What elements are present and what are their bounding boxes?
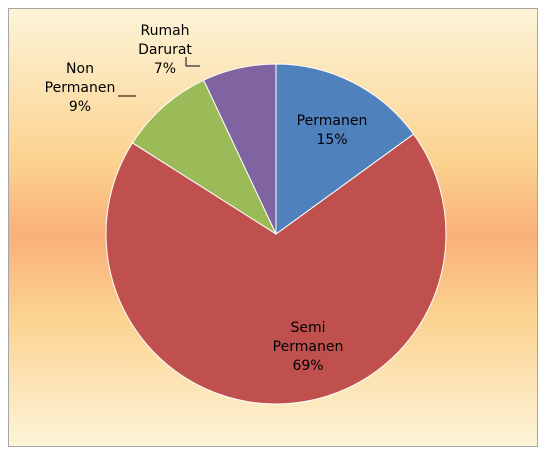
category-label: Rumah Darurat: [138, 23, 192, 58]
category-label: Non Permanen: [44, 61, 116, 96]
category-label: Permanen: [296, 113, 368, 129]
value-label: 7%: [153, 61, 177, 77]
pie-slice: [275, 63, 415, 235]
pie-slice: [131, 79, 278, 236]
data-label: Semi Permanen 69%: [258, 319, 358, 376]
data-label: Non Permanen 9%: [40, 60, 120, 117]
value-label: 9%: [68, 99, 92, 115]
data-label: Rumah Darurat 7%: [120, 22, 210, 79]
data-label: Permanen 15%: [287, 112, 377, 150]
category-label: Semi Permanen: [272, 320, 344, 355]
value-label: 15%: [316, 132, 348, 148]
pie-slice: [105, 133, 447, 405]
value-label: 69%: [292, 358, 324, 374]
